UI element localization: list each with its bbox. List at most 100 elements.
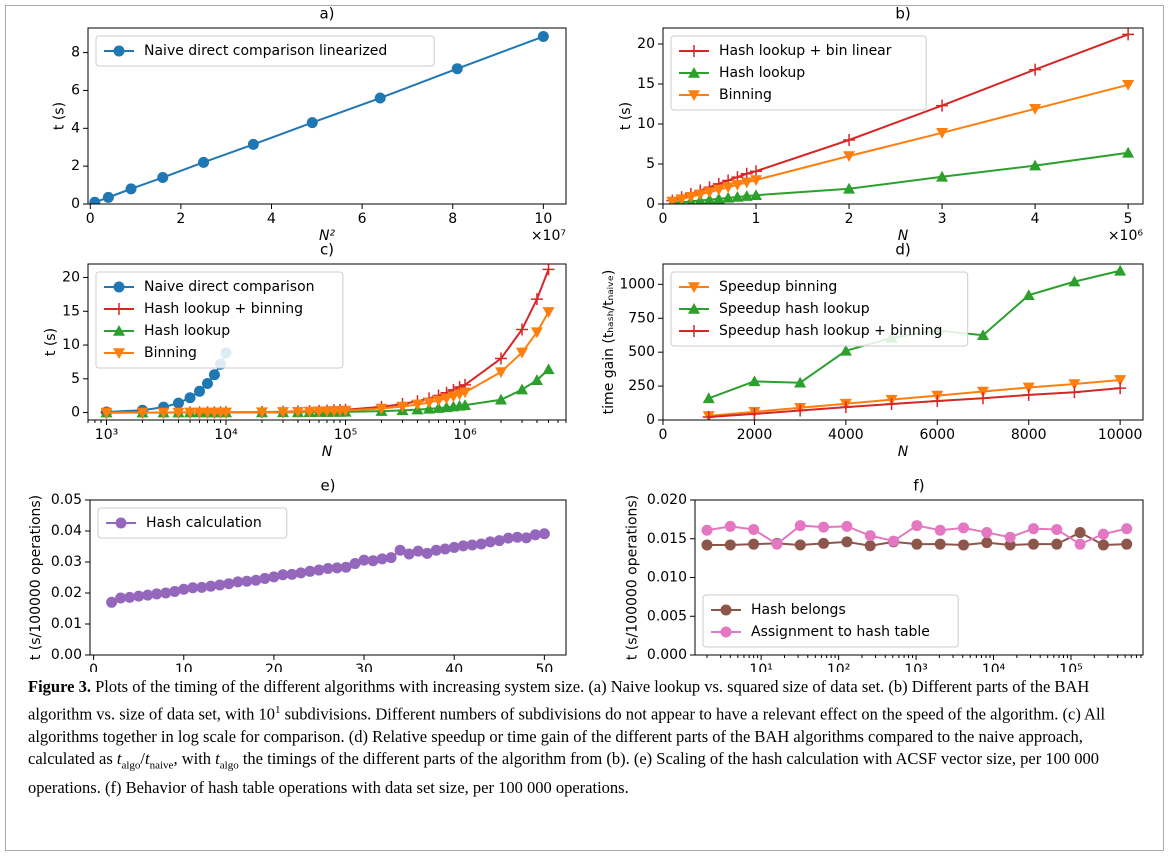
marker (712, 192, 725, 204)
marker (423, 397, 436, 409)
legend-label: Binning (144, 345, 197, 361)
legend-marker (115, 517, 127, 529)
legend-label: Hash lookup + bin linear (719, 43, 892, 59)
marker (459, 399, 472, 410)
marker (722, 182, 735, 194)
marker (675, 194, 688, 204)
x-tick-label: 10³ (95, 427, 118, 443)
legend: Hash lookup + bin linear Hash lookup Binni… (670, 35, 927, 111)
marker (331, 562, 343, 574)
x-tick-label: 8 (448, 211, 457, 227)
y-tick-label: 0.000 (647, 647, 687, 663)
marker (843, 134, 856, 146)
marker (516, 383, 529, 395)
x-tick-label: 40 (445, 662, 463, 672)
marker (89, 196, 101, 204)
legend-marker (113, 45, 125, 57)
marker (172, 397, 184, 409)
marker (841, 520, 853, 532)
marker (412, 545, 424, 557)
legend-label: Naive direct comparison linearized (144, 43, 387, 59)
marker (703, 187, 716, 198)
marker (958, 539, 970, 551)
axes-frame (87, 27, 567, 205)
caption-text: t (145, 749, 150, 768)
y-tick-label: 0 (646, 412, 655, 428)
marker (694, 189, 707, 201)
marker (701, 524, 713, 536)
subplot-title: e) (320, 477, 335, 495)
legend: Hash calculation (97, 507, 288, 539)
legend-box (95, 35, 435, 67)
axes-frame (89, 499, 567, 656)
x-tick-label: 6 (358, 211, 367, 227)
x-tick-label: 4 (1031, 211, 1040, 227)
x-tick-label: 8000 (1011, 427, 1047, 443)
y-tick-label: 20 (637, 36, 655, 52)
marker (313, 564, 325, 576)
series-line (94, 35, 544, 204)
marker (542, 264, 555, 276)
marker (484, 536, 496, 548)
marker (196, 581, 208, 593)
marker (537, 31, 549, 43)
marker (1027, 523, 1039, 535)
marker (303, 406, 316, 418)
legend-marker (113, 325, 125, 336)
marker (220, 407, 233, 419)
x-axis-label: N² (319, 228, 335, 244)
marker (124, 591, 136, 603)
y-tick-label: 0 (71, 196, 80, 212)
y-tick-label: 0.05 (51, 492, 82, 508)
marker (358, 554, 370, 566)
marker (936, 99, 949, 112)
y-tick-label: 0.01 (51, 616, 82, 632)
y-tick-label: 0.010 (647, 570, 687, 586)
caption: Figure 3. Plots of the timing of the dif… (28, 676, 1143, 799)
marker (277, 569, 289, 581)
marker (223, 578, 235, 590)
x-tick-label: 0 (659, 211, 668, 227)
marker (750, 189, 763, 200)
marker (457, 540, 469, 552)
marker (340, 561, 352, 573)
caption-text: Plots of the timing of the different alg… (28, 677, 1090, 723)
plot-area (701, 520, 1133, 552)
x-tick-label: 10³ (904, 662, 927, 672)
legend-marker (688, 90, 700, 101)
marker (403, 548, 415, 560)
x-tick-label: 0 (86, 211, 95, 227)
marker (934, 538, 946, 550)
marker (511, 531, 523, 543)
legend-marker (113, 281, 125, 293)
marker (1074, 538, 1086, 550)
marker (151, 588, 163, 600)
marker (142, 589, 154, 601)
marker (268, 571, 280, 583)
caption-text: t (215, 749, 220, 768)
x-tick-label: 3 (938, 211, 947, 227)
marker (106, 596, 118, 608)
marker (157, 172, 169, 184)
marker (977, 386, 989, 398)
plot-area (666, 28, 1135, 204)
legend-marker (688, 45, 700, 57)
marker (818, 521, 830, 533)
marker (684, 192, 697, 203)
y-tick-label: 6 (71, 82, 80, 98)
marker (1114, 264, 1127, 276)
x-tick-label: 10² (827, 662, 850, 672)
legend-marker (688, 282, 700, 293)
marker (1029, 63, 1042, 76)
series-line (106, 352, 227, 413)
marker (232, 576, 244, 588)
legend-marker (720, 626, 732, 638)
marker (250, 574, 262, 586)
y-tick-label: 0.00 (51, 647, 82, 663)
marker (133, 590, 145, 602)
marker (411, 399, 424, 411)
marker (259, 572, 271, 584)
legend: Hash belongs Assignment to hash table (702, 594, 959, 648)
marker (187, 582, 199, 594)
